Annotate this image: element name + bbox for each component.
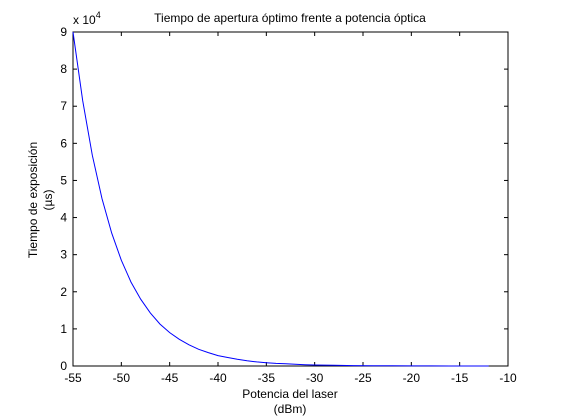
y-multiplier-exponent: 4 — [96, 10, 101, 20]
x-axis-unit: (dBm) — [274, 402, 307, 416]
x-tick-label: -25 — [354, 371, 372, 385]
y-multiplier: x 104 — [73, 10, 101, 27]
y-tick-label: 1 — [60, 322, 67, 336]
y-tick-label: 3 — [60, 248, 67, 262]
y-axis-label: Tiempo de exposición — [26, 142, 40, 258]
y-tick-label: 0 — [60, 359, 67, 373]
y-tick-label: 6 — [60, 136, 67, 150]
x-tick-label: -35 — [258, 371, 276, 385]
x-tick-label: -45 — [161, 371, 179, 385]
y-ticks: 0 1 2 3 4 5 6 7 8 9 — [60, 25, 508, 373]
x-axis-label: Potencia del laser — [242, 387, 337, 401]
series-line — [72, 31, 489, 367]
x-tick-label: -55 — [64, 371, 82, 385]
y-tick-label: 7 — [60, 99, 67, 113]
x-tick-label: -40 — [209, 371, 227, 385]
chart-title: Tiempo de apertura óptimo frente a poten… — [154, 11, 426, 25]
y-tick-label: 2 — [60, 285, 67, 299]
x-ticks: -55 -50 -45 -40 -35 -30 -25 -20 -15 -10 — [64, 32, 517, 385]
x-tick-label: -20 — [403, 371, 421, 385]
y-tick-label: 9 — [60, 25, 67, 39]
x-tick-label: -15 — [451, 371, 469, 385]
x-tick-label: -30 — [306, 371, 324, 385]
y-tick-label: 5 — [60, 173, 67, 187]
y-axis-unit: (µs) — [41, 190, 55, 211]
x-tick-label: -10 — [499, 371, 517, 385]
x-tick-label: -50 — [113, 371, 131, 385]
axes-frame — [72, 31, 509, 367]
y-tick-label: 8 — [60, 62, 67, 76]
y-tick-label: 4 — [60, 211, 67, 225]
series-group — [72, 31, 489, 367]
y-multiplier-prefix: x 10 — [73, 13, 96, 27]
